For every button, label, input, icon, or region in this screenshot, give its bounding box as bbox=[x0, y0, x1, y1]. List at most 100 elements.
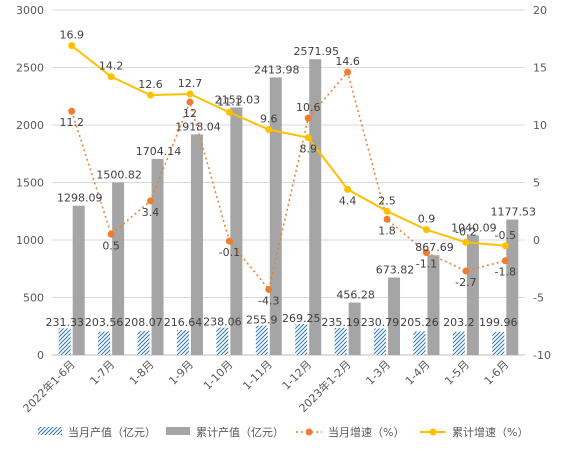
legend-monthly-output-swatch bbox=[38, 427, 62, 435]
monthly-output-label: 203.2 bbox=[443, 316, 475, 329]
monthly-growth-point bbox=[68, 107, 76, 115]
monthly-output-bar bbox=[295, 324, 308, 355]
cumulative-output-label: 1500.82 bbox=[96, 168, 142, 181]
legend-monthly-growth-marker bbox=[305, 428, 313, 436]
monthly-growth-label: 12 bbox=[183, 107, 197, 120]
cumulative-output-label: 1918.04 bbox=[175, 120, 221, 133]
y-left-tick-label: 0 bbox=[37, 349, 44, 362]
monthly-growth-label: 14.6 bbox=[335, 55, 360, 68]
monthly-growth-label: -2.7 bbox=[455, 276, 476, 289]
x-tick-label: 1-6月 bbox=[482, 358, 512, 388]
y-right-tick-label: 0 bbox=[533, 234, 540, 247]
cumulative-growth-label: 9.6 bbox=[260, 113, 278, 126]
cumulative-growth-label: 8.9 bbox=[299, 143, 317, 156]
monthly-growth-label: 0.5 bbox=[102, 239, 120, 252]
monthly-growth-point bbox=[107, 230, 115, 238]
monthly-output-bar bbox=[137, 331, 150, 355]
cumulative-output-bar bbox=[309, 59, 322, 356]
cumulative-output-bar bbox=[388, 277, 401, 355]
y-left-tick-label: 2500 bbox=[16, 62, 44, 75]
monthly-output-label: 205.26 bbox=[400, 316, 439, 329]
monthly-output-bar bbox=[492, 332, 505, 355]
cumulative-output-bar bbox=[269, 77, 282, 355]
cumulative-output-bar bbox=[190, 134, 203, 355]
monthly-output-label: 235.19 bbox=[321, 316, 360, 329]
cumulative-output-bar bbox=[427, 255, 440, 355]
x-tick-label: 1-7月 bbox=[88, 358, 118, 388]
cumulative-growth-point bbox=[107, 73, 115, 81]
cumulative-output-label: 1704.14 bbox=[136, 145, 182, 158]
cumulative-growth-point bbox=[344, 185, 352, 193]
monthly-growth-point bbox=[501, 257, 509, 265]
legend-cumulative-growth-marker bbox=[429, 428, 437, 436]
cumulative-output-bar bbox=[72, 205, 85, 355]
legend-cumulative-growth-label: 累计增速（%） bbox=[452, 425, 528, 439]
x-tick-label: 1-12月 bbox=[280, 358, 315, 393]
cumulative-output-label: 1298.09 bbox=[57, 192, 103, 205]
monthly-growth-point bbox=[383, 215, 391, 223]
monthly-growth-point bbox=[147, 197, 155, 205]
monthly-growth-line bbox=[70, 70, 506, 292]
cumulative-output-label: 1177.53 bbox=[491, 206, 537, 219]
monthly-output-bar bbox=[413, 331, 426, 355]
cumulative-output-label: 456.28 bbox=[336, 289, 375, 302]
cumulative-growth-point bbox=[186, 90, 194, 98]
cumulative-growth-label: -0.2 bbox=[455, 225, 476, 238]
monthly-output-bar bbox=[334, 327, 347, 355]
cumulative-output-bar bbox=[112, 182, 125, 355]
monthly-growth-label: 11.2 bbox=[59, 116, 84, 129]
monthly-growth-point bbox=[462, 267, 470, 275]
monthly-output-bar bbox=[98, 331, 111, 355]
monthly-growth-point bbox=[344, 68, 352, 76]
monthly-output-label: 269.25 bbox=[282, 312, 321, 325]
monthly-growth-label: -1.8 bbox=[495, 266, 516, 279]
y-left-tick-label: 3000 bbox=[16, 4, 44, 17]
monthly-growth-label: -4.3 bbox=[258, 294, 279, 307]
monthly-output-label: 230.79 bbox=[361, 316, 400, 329]
monthly-output-bar bbox=[216, 327, 229, 355]
cumulative-growth-label: 12.7 bbox=[178, 77, 203, 90]
cumulative-output-label: 1040.09 bbox=[451, 221, 497, 234]
legend-monthly-growth-label: 当月增速（%） bbox=[328, 425, 404, 439]
monthly-output-label: 238.06 bbox=[203, 316, 242, 329]
legend-monthly-output-label: 当月产值（亿元） bbox=[68, 425, 156, 439]
cumulative-growth-point bbox=[68, 42, 76, 50]
x-tick-label: 1-9月 bbox=[166, 358, 196, 388]
cumulative-growth-point bbox=[265, 126, 273, 134]
cumulative-growth-point bbox=[304, 134, 312, 142]
monthly-output-label: 203.56 bbox=[85, 316, 124, 329]
cumulative-output-label: 2413.98 bbox=[254, 63, 300, 76]
monthly-output-bar bbox=[374, 328, 387, 355]
y-right-tick-label: 20 bbox=[533, 4, 547, 17]
monthly-output-label: 199.96 bbox=[479, 316, 518, 329]
cumulative-output-bar bbox=[466, 235, 479, 355]
x-tick-label: 1-5月 bbox=[442, 358, 472, 388]
cumulative-growth-point bbox=[225, 108, 233, 116]
monthly-growth-label: 3.4 bbox=[142, 206, 160, 219]
cumulative-growth-label: 16.9 bbox=[59, 29, 84, 42]
monthly-output-label: 208.07 bbox=[124, 316, 163, 329]
y-left-tick-label: 500 bbox=[23, 292, 44, 305]
x-tick-label: 2022年1-6月 bbox=[20, 357, 78, 415]
y-left-tick-label: 2000 bbox=[16, 119, 44, 132]
monthly-output-bar bbox=[58, 328, 71, 355]
legend-cumulative-output-label: 累计产值（亿元） bbox=[196, 425, 284, 439]
cumulative-growth-point bbox=[422, 226, 430, 234]
monthly-output-label: 231.33 bbox=[45, 316, 84, 329]
monthly-growth-point bbox=[265, 285, 273, 293]
cumulative-growth-label: -0.5 bbox=[495, 229, 516, 242]
monthly-growth-point bbox=[186, 98, 194, 106]
monthly-growth-point bbox=[225, 237, 233, 245]
cumulative-growth-point bbox=[147, 91, 155, 99]
cumulative-output-bar bbox=[348, 302, 361, 355]
cumulative-growth-point bbox=[501, 242, 509, 250]
monthly-growth-label: 1.8 bbox=[378, 224, 396, 237]
cumulative-growth-label: 2.5 bbox=[378, 194, 396, 207]
legend-cumulative-output-swatch bbox=[166, 427, 190, 435]
y-right-tick-label: 5 bbox=[533, 177, 540, 190]
monthly-output-label: 216.64 bbox=[164, 316, 203, 329]
cumulative-output-bar bbox=[230, 107, 243, 355]
y-right-tick-label: -10 bbox=[533, 349, 551, 362]
